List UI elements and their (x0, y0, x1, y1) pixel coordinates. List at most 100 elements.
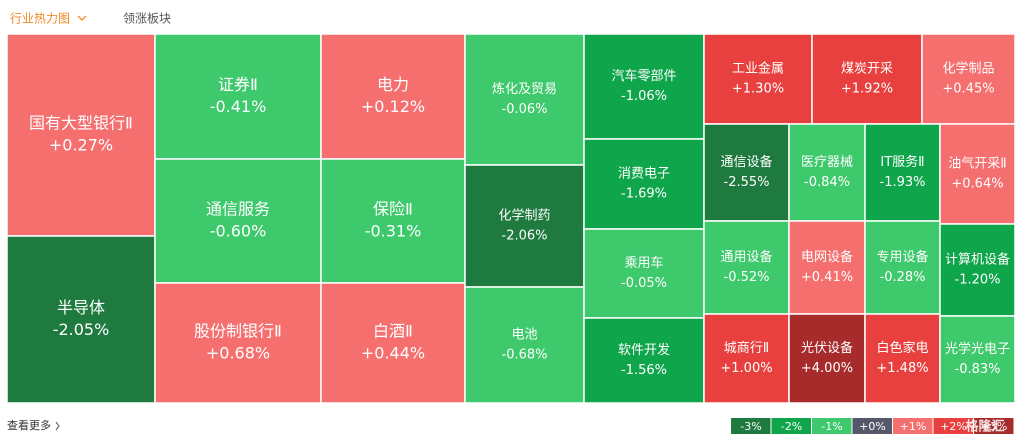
tile-name: 化学制药 (498, 208, 550, 224)
tile-bg (464, 164, 585, 288)
tile-name: 白色家电 (876, 340, 928, 356)
tile-change: +1.48% (876, 361, 928, 376)
tile-name: 电池 (511, 328, 537, 343)
tile-bg (788, 123, 866, 222)
legend-label: +2% (940, 420, 967, 433)
tile-name: 保险Ⅱ (373, 200, 413, 219)
tile-name: 汽车零部件 (611, 68, 676, 84)
tile[interactable]: 油气开采Ⅱ +0.64% (939, 123, 1016, 225)
tile-bg (864, 123, 941, 222)
tile-change: -0.68% (502, 348, 548, 363)
legend-label: +3% (981, 420, 1008, 433)
tile[interactable]: 化学制品 +0.45% (921, 33, 1016, 125)
tile-bg (320, 282, 466, 404)
tile[interactable]: 证券Ⅱ -0.41% (154, 33, 322, 160)
tile[interactable]: 专用设备 -0.28% (864, 220, 941, 315)
tile[interactable]: 光伏设备 +4.00% (788, 313, 866, 404)
tile-change: -0.83% (955, 362, 1001, 377)
tile-name: 通用设备 (720, 249, 772, 265)
legend-label: +1% (900, 420, 927, 433)
tab-active[interactable]: 行业热力图 (10, 12, 70, 26)
tile[interactable]: 电池 -0.68% (464, 286, 585, 404)
tile-change: -2.05% (53, 320, 110, 339)
tile[interactable]: 计算机设备 -1.20% (939, 223, 1016, 317)
tile-name: 光学光电子 (945, 341, 1010, 357)
tile[interactable]: 保险Ⅱ -0.31% (320, 158, 466, 284)
tile-bg (939, 123, 1016, 225)
tile-bg (703, 220, 790, 315)
tile[interactable]: 软件开发 -1.56% (583, 317, 705, 404)
tile-change: +0.68% (206, 344, 270, 363)
tile-name: IT服务Ⅱ (880, 154, 924, 170)
tile-name: 国有大型银行Ⅱ (29, 114, 133, 133)
tile[interactable]: 乘用车 -0.05% (583, 228, 705, 319)
tile[interactable]: 白色家电 +1.48% (864, 313, 941, 404)
tile-bg (320, 33, 466, 160)
tile[interactable]: 炼化及贸易 -0.06% (464, 33, 585, 166)
tile-change: -1.06% (621, 89, 667, 104)
tile[interactable]: 城商行Ⅱ +1.00% (703, 313, 790, 404)
tile[interactable]: 化学制药 -2.06% (464, 164, 585, 288)
tile-bg (921, 33, 1016, 125)
tile-change: +1.30% (732, 82, 784, 97)
tile-bg (583, 228, 705, 319)
tile-name: 电网设备 (801, 249, 853, 265)
tile[interactable]: 国有大型银行Ⅱ +0.27% (6, 33, 156, 237)
tile-change: -0.06% (502, 102, 548, 117)
tile[interactable]: 工业金属 +1.30% (703, 33, 813, 125)
tile[interactable]: 医疗器械 -0.84% (788, 123, 866, 222)
tile-name: 计算机设备 (945, 252, 1010, 268)
tile-bg (703, 313, 790, 404)
watermark: 格隆汇 (965, 419, 1004, 435)
tile-bg (6, 235, 156, 404)
tile-bg (154, 282, 322, 404)
tile-name: 证券Ⅱ (218, 75, 258, 94)
legend: -3% -2% -1% +0% +1% +2% +3% (731, 418, 1014, 434)
tile[interactable]: 电网设备 +0.41% (788, 220, 866, 315)
tile-bg (583, 138, 705, 230)
tile-name: 煤炭开采 (841, 62, 893, 77)
tile-name: 城商行Ⅱ (724, 341, 769, 356)
tile-change: +4.00% (801, 361, 853, 376)
tile-name: 乘用车 (624, 255, 663, 271)
tile-bg (864, 313, 941, 404)
legend-label: +0% (859, 420, 886, 433)
tile-bg (154, 158, 322, 284)
tile-name: 通信服务 (206, 200, 270, 219)
tile[interactable]: 白酒Ⅱ +0.44% (320, 282, 466, 404)
tile-name: 电力 (377, 75, 409, 94)
more-link[interactable]: 查看更多 (7, 418, 51, 432)
tile-change: -0.31% (365, 222, 422, 241)
tile[interactable]: 通信设备 -2.55% (703, 123, 790, 222)
tile-change: -1.56% (621, 363, 667, 378)
tile-change: -0.84% (804, 175, 850, 190)
tile-name: 炼化及贸易 (492, 82, 557, 97)
tile[interactable]: 汽车零部件 -1.06% (583, 33, 705, 140)
legend-swatch (812, 418, 852, 434)
dropdown-icon[interactable] (77, 15, 87, 21)
tile-bg (788, 313, 866, 404)
tile-change: -1.20% (955, 273, 1001, 288)
tile-change: -0.52% (724, 270, 770, 285)
tile-change: +0.45% (942, 82, 994, 97)
tile[interactable]: 通用设备 -0.52% (703, 220, 790, 315)
tile[interactable]: 半导体 -2.05% (6, 235, 156, 404)
tile[interactable]: 光学光电子 -0.83% (939, 315, 1016, 404)
tile[interactable]: 股份制银行Ⅱ +0.68% (154, 282, 322, 404)
tile-bg (6, 33, 156, 237)
tile[interactable]: 通信服务 -0.60% (154, 158, 322, 284)
tile-name: 专用设备 (876, 249, 928, 265)
tile-name: 股份制银行Ⅱ (194, 322, 282, 341)
tile-name: 油气开采Ⅱ (948, 156, 1006, 172)
tile-change: +0.41% (801, 270, 853, 285)
tab[interactable]: 领涨板块 (123, 11, 171, 26)
more-arrow[interactable] (55, 421, 60, 431)
tile-bg (154, 33, 322, 160)
tile[interactable]: 煤炭开采 +1.92% (811, 33, 923, 125)
tile-change: +1.92% (841, 82, 893, 97)
tile[interactable]: IT服务Ⅱ -1.93% (864, 123, 941, 222)
tile[interactable]: 电力 +0.12% (320, 33, 466, 160)
legend-swatch (974, 418, 1014, 434)
tile[interactable]: 消费电子 -1.69% (583, 138, 705, 230)
